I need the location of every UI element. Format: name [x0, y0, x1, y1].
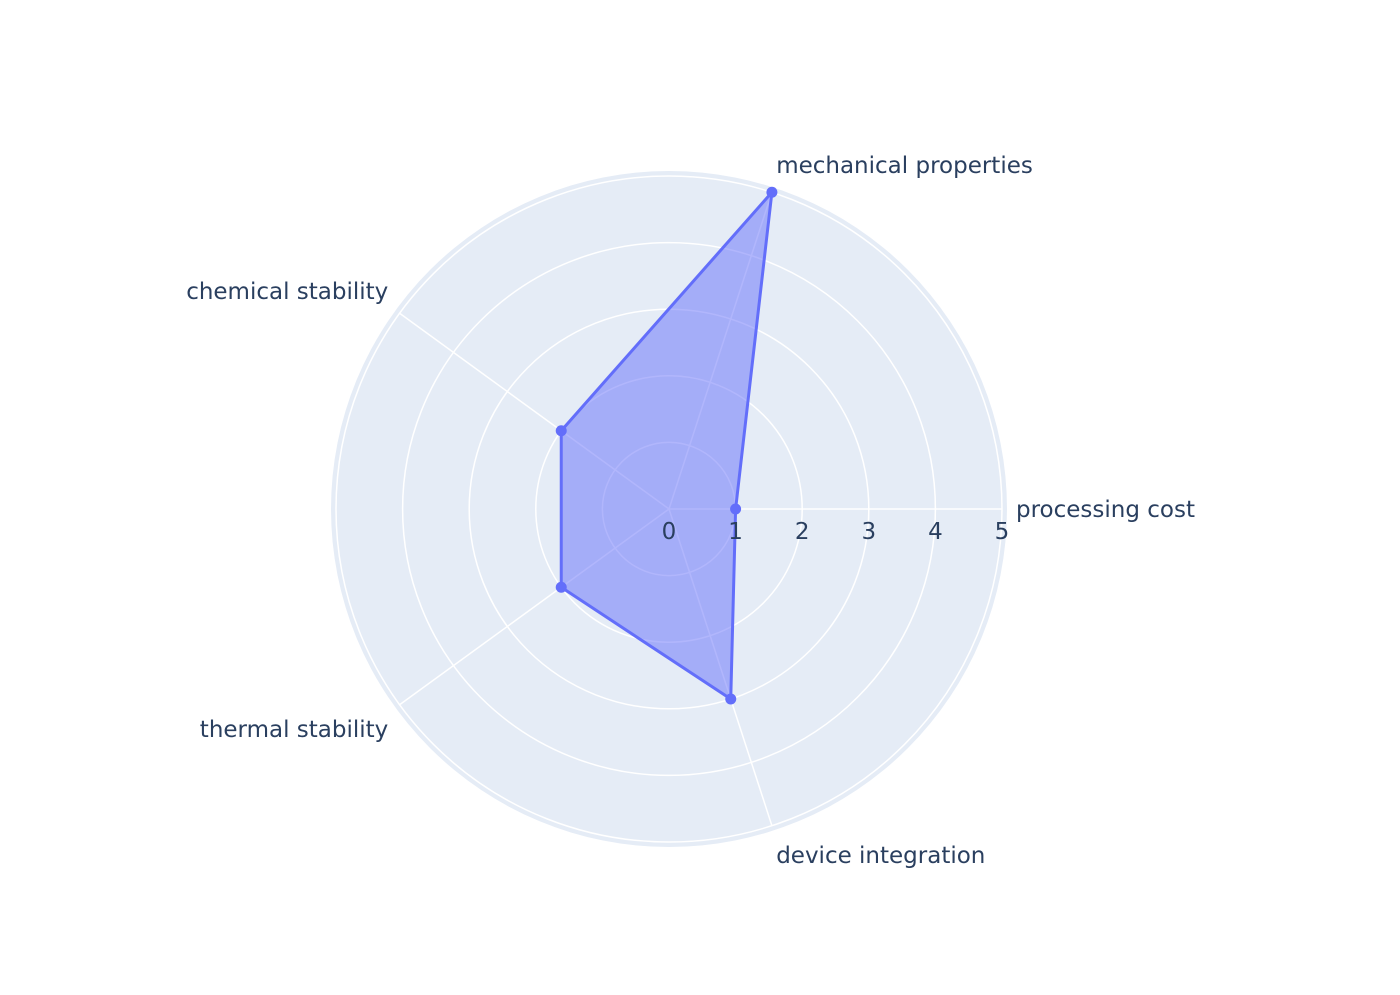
radial-tick-label: 2	[795, 519, 810, 545]
category-label: device integration	[776, 843, 985, 869]
category-label: thermal stability	[200, 717, 389, 743]
radial-tick-label: 1	[728, 519, 743, 545]
series-area	[559, 190, 774, 701]
data-layer	[555, 186, 778, 705]
category-label: mechanical properties	[776, 153, 1033, 179]
data-point	[555, 425, 567, 437]
radial-tick-label: 4	[928, 519, 943, 545]
radial-tick-label: 5	[995, 519, 1010, 545]
data-point	[730, 503, 742, 515]
data-point	[725, 693, 737, 705]
data-point	[555, 581, 567, 593]
radial-tick-label: 0	[662, 519, 677, 545]
data-point	[766, 186, 778, 198]
category-label: chemical stability	[186, 279, 388, 305]
radial-tick-label: 3	[861, 519, 876, 545]
category-label: processing cost	[1016, 497, 1195, 523]
